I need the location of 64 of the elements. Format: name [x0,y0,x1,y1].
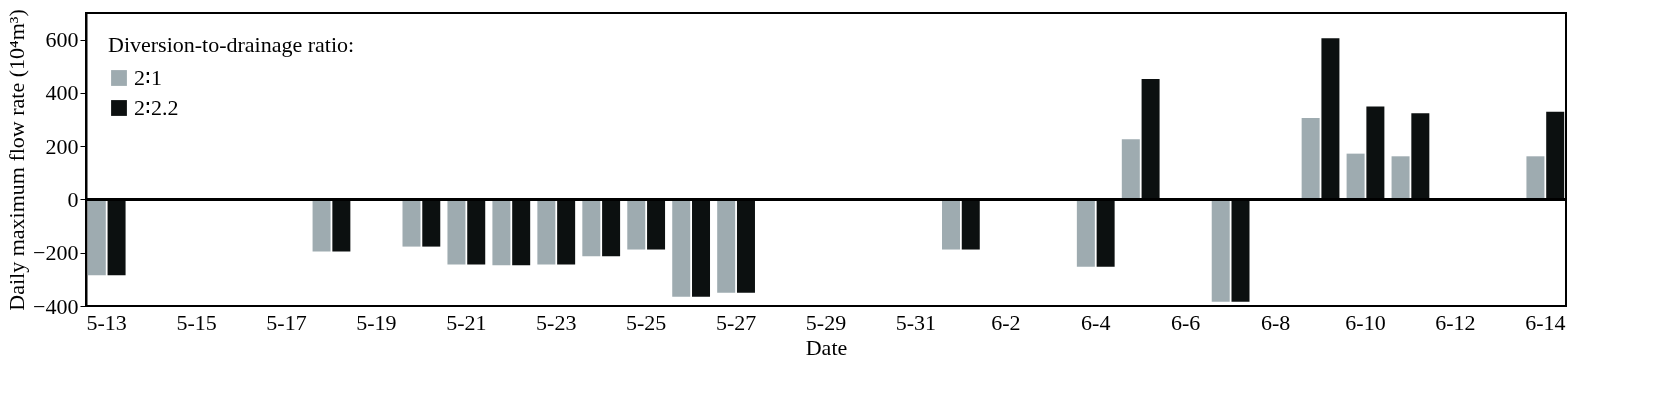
bar [1141,79,1160,200]
bar [1301,117,1320,200]
bar [312,199,331,252]
bar [582,199,601,257]
bar [1411,113,1430,200]
bar [492,199,511,266]
bar [1096,199,1115,267]
bar [422,199,441,247]
bar [332,199,351,252]
legend-label: 2∶1 [134,65,162,90]
x-tick-label: 5-13 [86,309,127,335]
x-tick-label: 5-21 [446,309,487,335]
bar [941,199,960,250]
legend-label: 2∶2.2 [134,95,179,120]
bar [447,199,466,265]
bar [402,199,421,247]
x-tick-label: 5-19 [356,309,397,335]
bar [1076,199,1095,267]
bar [1321,38,1340,200]
bar [1346,153,1365,200]
x-tick-label: 5-15 [176,309,217,335]
x-tick-label: 6-4 [1081,309,1111,335]
bar [467,199,486,265]
y-axis-title: Daily maximum flow rate (10⁴m³) [4,9,30,311]
bar [1121,139,1140,200]
bar [1366,106,1385,200]
x-tick-label: 6-6 [1171,309,1201,335]
x-tick-label: 6-2 [991,309,1021,335]
bar [1546,111,1565,200]
y-tick-label: 200 [45,133,79,159]
bar [537,199,556,265]
y-tick-label: 600 [45,27,79,53]
bar [736,199,755,293]
bar [627,199,646,250]
x-tick-label: 6-10 [1345,309,1386,335]
bar [107,199,126,276]
x-tick-label: 5-27 [715,309,757,335]
x-tick-label: 5-31 [895,309,937,335]
y-tick-label: −400 [33,293,79,319]
bar [557,199,576,265]
y-tick-label: 0 [67,186,79,212]
y-tick-label: 400 [45,80,79,106]
x-tick-label: 6-12 [1435,309,1476,335]
x-tick-label: 5-23 [536,309,577,335]
x-tick-label: 5-29 [805,309,847,335]
bar [602,199,621,257]
bar [1231,199,1250,302]
legend-title: Diversion-to-drainage ratio: [108,32,355,57]
bar [672,199,691,297]
bar [717,199,736,293]
bar [692,199,711,297]
bar [1211,199,1230,302]
bar [1391,156,1410,200]
y-tick-label: −200 [33,240,79,266]
x-tick-label: 5-17 [266,309,307,335]
x-axis-title: Date [805,334,848,360]
bar [87,199,106,276]
bar [961,199,980,250]
bar [1526,156,1545,200]
bar [647,199,666,250]
x-tick-label: 6-14 [1525,309,1566,335]
x-tick-label: 5-25 [626,309,667,335]
bar [512,199,531,266]
x-tick-label: 6-8 [1260,309,1291,335]
